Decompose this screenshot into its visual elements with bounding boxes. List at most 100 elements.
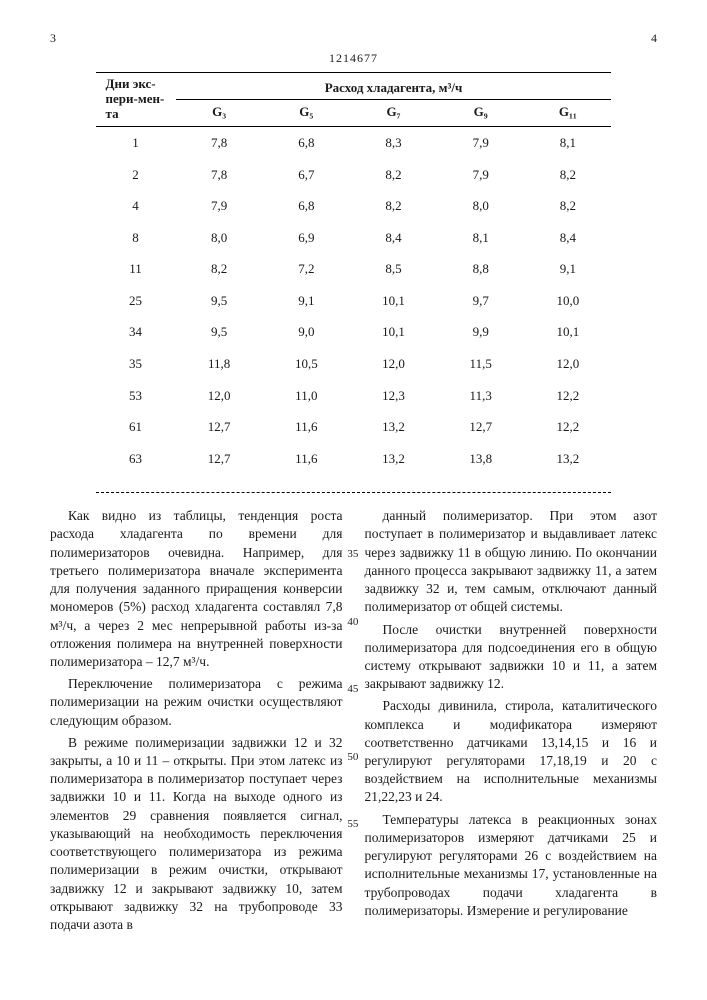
table-cell: 10,5: [263, 348, 350, 380]
table-cell: 8,2: [176, 253, 263, 285]
table-end-rule: [96, 492, 612, 493]
col-g3: G₃: [176, 100, 263, 127]
table-cell: 12,2: [524, 411, 611, 443]
table-cell: 13,2: [350, 411, 437, 443]
line-number: 35: [347, 547, 358, 562]
col-g9: G₉: [437, 100, 524, 127]
table-cell: 9,1: [524, 253, 611, 285]
table-cell: 7,9: [176, 190, 263, 222]
line-number: 45: [347, 682, 358, 697]
table-row: 88,06,98,48,18,4: [96, 222, 612, 254]
para: Расходы дивинила, стирола, каталитическо…: [365, 697, 658, 806]
table-cell: 12,2: [524, 380, 611, 412]
table-cell: 12,3: [350, 380, 437, 412]
table-row: 118,27,28,58,89,1: [96, 253, 612, 285]
table-cell: 6,8: [263, 190, 350, 222]
table-cell: 11,5: [437, 348, 524, 380]
table-cell: 25: [96, 285, 176, 317]
table-cell: 12,7: [176, 443, 263, 475]
table-cell: 8,5: [350, 253, 437, 285]
table-cell: 63: [96, 443, 176, 475]
left-column: Как видно из таблицы, тенденция роста ра…: [50, 507, 343, 938]
table-cell: 9,5: [176, 285, 263, 317]
table-row: 17,86,88,37,98,1: [96, 127, 612, 159]
table-cell: 8,4: [524, 222, 611, 254]
table-cell: 7,9: [437, 159, 524, 191]
table-cell: 4: [96, 190, 176, 222]
table-row: 349,59,010,19,910,1: [96, 316, 612, 348]
table-cell: 12,0: [350, 348, 437, 380]
para: Переключение полимеризатора с режима пол…: [50, 675, 343, 730]
table-cell: 8,0: [437, 190, 524, 222]
col-g11: G₁₁: [524, 100, 611, 127]
table-cell: 61: [96, 411, 176, 443]
table-cell: 8,0: [176, 222, 263, 254]
col-g7: G₇: [350, 100, 437, 127]
table-cell: 35: [96, 348, 176, 380]
table-cell: 11,6: [263, 411, 350, 443]
table-cell: 8,8: [437, 253, 524, 285]
table-cell: 53: [96, 380, 176, 412]
table-cell: 9,5: [176, 316, 263, 348]
col-days-header: Дни экс-пери-мен-та: [96, 73, 176, 127]
table-cell: 6,8: [263, 127, 350, 159]
para: Температуры латекса в реакционных зонах …: [365, 811, 658, 920]
table-row: 3511,810,512,011,512,0: [96, 348, 612, 380]
page-header: 3 4: [50, 30, 657, 46]
para: В режиме полимеризации задвижки 12 и 32 …: [50, 734, 343, 934]
table-cell: 9,1: [263, 285, 350, 317]
table-cell: 13,8: [437, 443, 524, 475]
table-cell: 6,9: [263, 222, 350, 254]
table-cell: 8,3: [350, 127, 437, 159]
table-cell: 34: [96, 316, 176, 348]
para: данный полимеризатор. При этом азот пост…: [365, 507, 658, 616]
para: Как видно из таблицы, тенденция роста ра…: [50, 507, 343, 671]
col-g5: G₅: [263, 100, 350, 127]
page-num-right: 4: [651, 30, 657, 46]
table-cell: 2: [96, 159, 176, 191]
table-row: 47,96,88,28,08,2: [96, 190, 612, 222]
table-cell: 7,8: [176, 159, 263, 191]
table-cell: 11: [96, 253, 176, 285]
table-cell: 12,7: [437, 411, 524, 443]
table-cell: 6,7: [263, 159, 350, 191]
table-cell: 8,2: [350, 190, 437, 222]
table-cell: 9,9: [437, 316, 524, 348]
table-cell: 10,1: [350, 316, 437, 348]
table-cell: 9,0: [263, 316, 350, 348]
table-cell: 8,1: [524, 127, 611, 159]
line-number: 40: [347, 615, 358, 630]
line-number: 55: [347, 817, 358, 832]
table-cell: 10,0: [524, 285, 611, 317]
line-number: 50: [347, 750, 358, 765]
table-row: 259,59,110,19,710,0: [96, 285, 612, 317]
table-row: 6312,711,613,213,813,2: [96, 443, 612, 475]
para: После очистки внутренней поверхности пол…: [365, 621, 658, 694]
page-num-left: 3: [50, 30, 56, 46]
right-column: данный полимеризатор. При этом азот пост…: [365, 507, 658, 938]
table-cell: 7,8: [176, 127, 263, 159]
table-cell: 7,2: [263, 253, 350, 285]
patent-number: 1214677: [50, 50, 657, 66]
table-cell: 11,3: [437, 380, 524, 412]
table-row: 27,86,78,27,98,2: [96, 159, 612, 191]
table-row: 6112,711,613,212,712,2: [96, 411, 612, 443]
table-cell: 8: [96, 222, 176, 254]
coolant-table: Дни экс-пери-мен-та Расход хладагента, м…: [96, 72, 612, 474]
table-cell: 9,7: [437, 285, 524, 317]
table-cell: 11,8: [176, 348, 263, 380]
table-cell: 12,0: [176, 380, 263, 412]
table-cell: 1: [96, 127, 176, 159]
table-cell: 13,2: [350, 443, 437, 475]
table-row: 5312,011,012,311,312,2: [96, 380, 612, 412]
table-cell: 10,1: [350, 285, 437, 317]
table-cell: 13,2: [524, 443, 611, 475]
table-cell: 8,2: [350, 159, 437, 191]
table-cell: 12,7: [176, 411, 263, 443]
body-columns: Как видно из таблицы, тенденция роста ра…: [50, 507, 657, 938]
table-cell: 8,1: [437, 222, 524, 254]
table-cell: 8,2: [524, 159, 611, 191]
table-cell: 12,0: [524, 348, 611, 380]
table-cell: 10,1: [524, 316, 611, 348]
table-cell: 11,6: [263, 443, 350, 475]
